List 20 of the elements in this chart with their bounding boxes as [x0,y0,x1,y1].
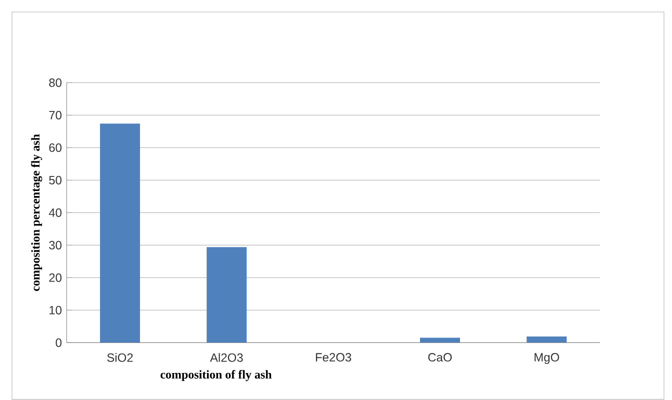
x-tick-label: Al2O3 [210,353,243,362]
y-tick-label: 0 [56,338,62,347]
y-tick-label: 80 [49,78,62,87]
y-tick-label: 10 [50,306,62,314]
bar [100,124,140,343]
x-tick-label: Fe2O3 [316,353,352,362]
y-axis-title: composition percentage fly ash [31,134,42,291]
x-axis-title: composition of fly ash [160,370,272,382]
x-tick-label: SiO2 [107,353,133,362]
x-tick-label: MgO [534,353,560,364]
y-tick-label: 40 [48,208,62,217]
y-tick-label: 30 [49,240,62,250]
x-tick-label: CaO [428,353,452,362]
bar [420,338,460,343]
y-tick-label: 20 [49,273,62,282]
bar [526,336,567,343]
bar [206,247,247,343]
y-tick-label: 60 [49,143,62,152]
y-tick-label: 50 [49,176,62,184]
y-tick-label: 70 [49,110,62,120]
